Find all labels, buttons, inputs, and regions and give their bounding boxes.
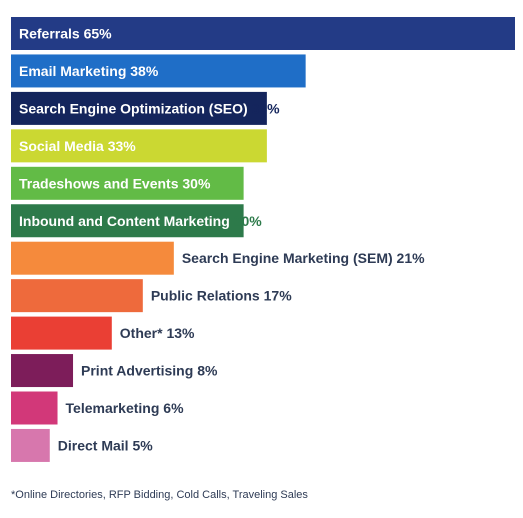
bar-label-telemarketing: Telemarketing 6% (66, 400, 185, 416)
bar-group-email-marketing: Email Marketing 38% (11, 54, 306, 88)
category-label: Public Relations (151, 288, 264, 304)
bar-inbound-and-content-marketing (11, 204, 244, 238)
bar-email-marketing (11, 54, 306, 88)
value-label: 21% (397, 250, 426, 266)
category-label: Referrals (19, 26, 84, 42)
bar-tradeshows-and-events (11, 166, 244, 200)
bar-label-tradeshows-and-events: Tradeshows and Events 30% (19, 175, 211, 191)
category-label: Telemarketing (66, 400, 164, 416)
category-label: Direct Mail (58, 437, 133, 453)
value-label: 17% (264, 288, 293, 304)
bar-group-tradeshows-and-events: Tradeshows and Events 30% (11, 166, 244, 200)
value-label: 33% (108, 138, 137, 154)
category-label: Other* (120, 325, 167, 341)
bar-group-public-relations: Public Relations 17% (11, 279, 292, 313)
category-label: Tradeshows and Events (19, 175, 182, 191)
bar-label-inbound-and-content-marketing: Inbound and Content Marketing 30% (19, 213, 262, 229)
bar-telemarketing (11, 391, 58, 425)
value-label: 38% (130, 63, 159, 79)
bar-print-advertising (11, 354, 74, 388)
bar-group-referrals: Referrals 65% (11, 17, 515, 50)
bar-public-relations (11, 279, 143, 313)
bar-search-engine-optimization-seo (11, 91, 267, 125)
bar-social-media (11, 129, 267, 163)
value-label: 6% (163, 400, 184, 416)
category-label: Search Engine Optimization (SEO) (19, 100, 252, 116)
footnote: *Online Directories, RFP Bidding, Cold C… (11, 489, 308, 501)
value-label: 30% (234, 213, 263, 229)
value-label: 5% (132, 437, 153, 453)
bar-group-print-advertising: Print Advertising 8% (11, 354, 218, 388)
value-label: 13% (166, 325, 195, 341)
bar-search-engine-marketing-sem (11, 241, 174, 275)
bar-group-telemarketing: Telemarketing 6% (11, 391, 185, 425)
value-label: 8% (197, 363, 218, 379)
value-label: 33% (252, 100, 281, 116)
bar-direct-mail (11, 428, 50, 462)
bar-group-other: Other* 13% (11, 316, 195, 350)
category-label: Search Engine Marketing (SEM) (182, 250, 397, 266)
bar-label-print-advertising: Print Advertising 8% (81, 363, 218, 379)
bar-label-email-marketing: Email Marketing 38% (19, 63, 159, 79)
bar-label-public-relations: Public Relations 17% (151, 288, 292, 304)
bar-group-inbound-and-content-marketing: Inbound and Content Marketing 30% (11, 204, 262, 238)
bar-label-other: Other* 13% (120, 325, 195, 341)
bar-label-referrals: Referrals 65% (19, 26, 112, 42)
value-label: 65% (84, 26, 113, 42)
bar-referrals (11, 17, 515, 50)
bar-label-search-engine-marketing-sem: Search Engine Marketing (SEM) 21% (182, 250, 425, 266)
bar-label-direct-mail: Direct Mail 5% (58, 437, 153, 453)
category-label: Print Advertising (81, 363, 197, 379)
bar-group-search-engine-optimization-seo: Search Engine Optimization (SEO) 33% (11, 91, 280, 125)
bar-label-social-media: Social Media 33% (19, 138, 136, 154)
category-label: Social Media (19, 138, 108, 154)
bar-group-social-media: Social Media 33% (11, 129, 267, 163)
category-label: Inbound and Content Marketing (19, 213, 234, 229)
bar-group-direct-mail: Direct Mail 5% (11, 428, 153, 462)
bar-label-search-engine-optimization-seo: Search Engine Optimization (SEO) 33% (19, 100, 280, 116)
bar-group-search-engine-marketing-sem: Search Engine Marketing (SEM) 21% (11, 241, 425, 275)
value-label: 30% (182, 175, 211, 191)
bar-other (11, 316, 112, 350)
category-label: Email Marketing (19, 63, 130, 79)
